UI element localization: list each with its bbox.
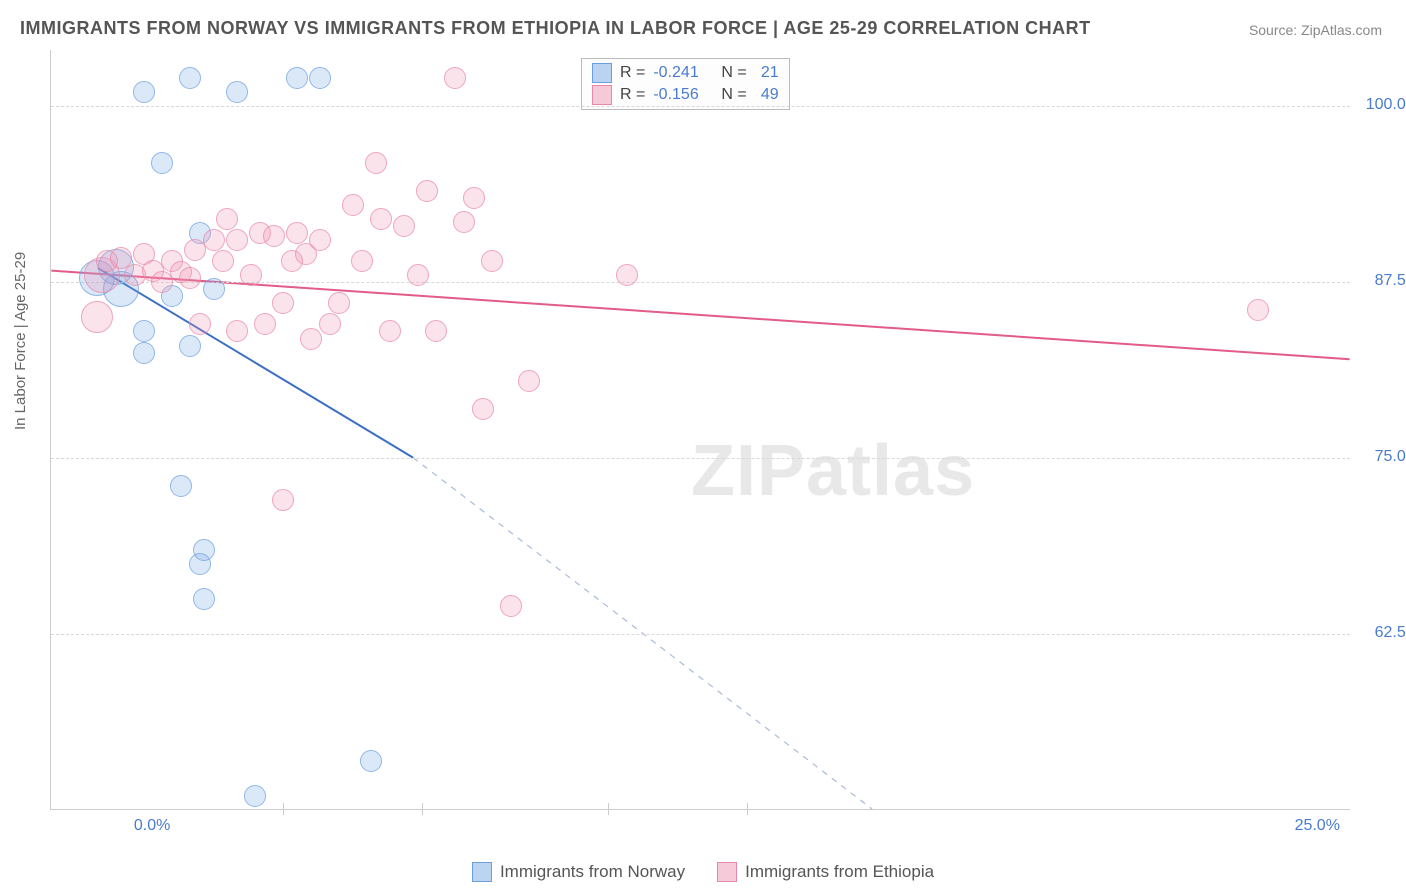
scatter-point (254, 313, 276, 335)
legend-series-label: Immigrants from Ethiopia (745, 862, 934, 882)
scatter-point (309, 229, 331, 251)
scatter-point (244, 785, 266, 807)
scatter-point (179, 67, 201, 89)
scatter-point (212, 250, 234, 272)
scatter-point (226, 229, 248, 251)
scatter-point (151, 152, 173, 174)
scatter-point (179, 335, 201, 357)
legend-swatch (592, 63, 612, 83)
scatter-point (481, 250, 503, 272)
scatter-point (444, 67, 466, 89)
x-minor-tick (608, 803, 609, 815)
scatter-point (286, 67, 308, 89)
scatter-point (319, 313, 341, 335)
scatter-point (133, 81, 155, 103)
x-tick-label: 25.0% (1295, 817, 1340, 835)
scatter-point (216, 208, 238, 230)
scatter-point (133, 342, 155, 364)
scatter-point (453, 211, 475, 233)
legend-r-value: -0.241 (653, 64, 713, 82)
legend-r-value: -0.156 (653, 86, 713, 104)
scatter-point (170, 475, 192, 497)
scatter-point (407, 264, 429, 286)
scatter-point (203, 278, 225, 300)
y-tick-label: 87.5% (1375, 272, 1406, 290)
scatter-point (240, 264, 262, 286)
y-tick-label: 62.5% (1375, 624, 1406, 642)
legend-n-label: N = (721, 64, 746, 82)
scatter-point (328, 292, 350, 314)
scatter-point (1247, 299, 1269, 321)
scatter-point (179, 267, 201, 289)
scatter-point (193, 539, 215, 561)
x-minor-tick (283, 803, 284, 815)
scatter-point (463, 187, 485, 209)
correlation-legend: R = -0.241 N = 21 R = -0.156 N = 49 (581, 58, 790, 110)
scatter-point (300, 328, 322, 350)
scatter-point (226, 320, 248, 342)
x-minor-tick (747, 803, 748, 815)
x-minor-tick (422, 803, 423, 815)
gridline-horizontal (51, 458, 1350, 459)
scatter-point (351, 250, 373, 272)
plot-area: ZIPatlas R = -0.241 N = 21 R = -0.156 N = 4… (50, 50, 1350, 810)
scatter-point (365, 152, 387, 174)
legend-item: Immigrants from Ethiopia (717, 862, 934, 882)
y-tick-label: 100.0% (1366, 96, 1406, 114)
legend-swatch (592, 85, 612, 105)
scatter-point (203, 229, 225, 251)
scatter-point (272, 489, 294, 511)
x-tick-label: 0.0% (134, 817, 170, 835)
legend-n-value: 21 (755, 64, 779, 82)
legend-swatch (472, 862, 492, 882)
scatter-point (263, 225, 285, 247)
trend-lines (51, 50, 1350, 809)
scatter-point (309, 67, 331, 89)
scatter-point (416, 180, 438, 202)
scatter-point (425, 320, 447, 342)
watermark: ZIPatlas (691, 430, 975, 512)
scatter-point (189, 313, 211, 335)
scatter-point (133, 320, 155, 342)
scatter-point (379, 320, 401, 342)
legend-item: Immigrants from Norway (472, 862, 685, 882)
scatter-point (193, 588, 215, 610)
legend-series-label: Immigrants from Norway (500, 862, 685, 882)
gridline-horizontal (51, 634, 1350, 635)
source-label: Source: ZipAtlas.com (1249, 22, 1382, 38)
legend-swatch (717, 862, 737, 882)
scatter-point (472, 398, 494, 420)
chart-title: IMMIGRANTS FROM NORWAY VS IMMIGRANTS FRO… (20, 18, 1091, 39)
scatter-point (286, 222, 308, 244)
y-axis-label: In Labor Force | Age 25-29 (12, 252, 29, 430)
legend-n-value: 49 (755, 86, 779, 104)
scatter-point (500, 595, 522, 617)
series-legend: Immigrants from Norway Immigrants from Et… (0, 862, 1406, 882)
gridline-horizontal (51, 106, 1350, 107)
scatter-point (370, 208, 392, 230)
legend-n-label: N = (721, 86, 746, 104)
scatter-point (518, 370, 540, 392)
chart-container: IMMIGRANTS FROM NORWAY VS IMMIGRANTS FRO… (0, 0, 1406, 892)
scatter-point (272, 292, 294, 314)
scatter-point (342, 194, 364, 216)
legend-r-label: R = (620, 64, 645, 82)
y-tick-label: 75.0% (1375, 448, 1406, 466)
scatter-point (81, 301, 113, 333)
legend-r-label: R = (620, 86, 645, 104)
scatter-point (616, 264, 638, 286)
scatter-point (393, 215, 415, 237)
scatter-point (360, 750, 382, 772)
scatter-point (226, 81, 248, 103)
